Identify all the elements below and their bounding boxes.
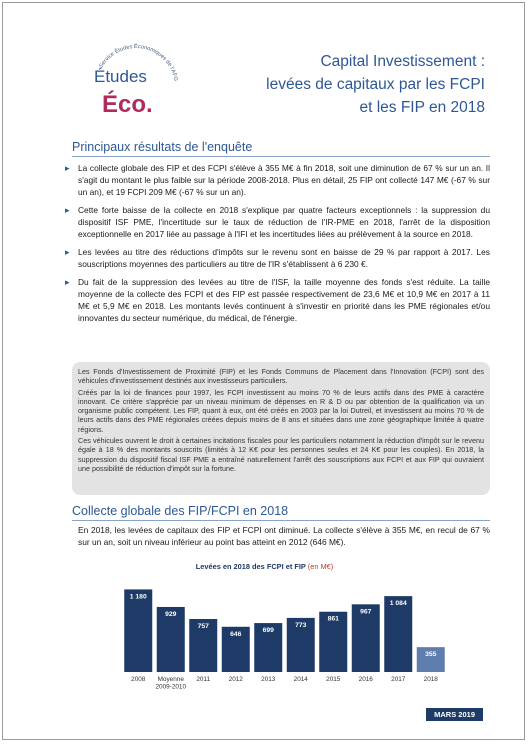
x-tick-label: 2013 [261, 676, 276, 683]
x-tick-label: Moyenne 2009-2010 [155, 676, 186, 691]
x-tick-label: 2008 [131, 676, 146, 683]
info-box: Les Fonds d'Investissement de Proximité … [72, 362, 490, 495]
bar [319, 611, 348, 672]
value-label: 699 [263, 627, 275, 634]
x-tick-label: 2015 [326, 676, 341, 683]
chart-title-text: Levées en 2018 des FCPI et FIP [195, 562, 306, 571]
x-tick-label: 2018 [424, 676, 439, 683]
title-line: et les FIP en 2018 [359, 99, 485, 116]
bar [221, 626, 250, 672]
paragraph: En 2018, les levées de capitaux des FIP … [78, 525, 490, 547]
bar [124, 589, 153, 672]
bullet: Du fait de la suppression des levées au … [65, 276, 490, 324]
chart: 1 180 2008 929 Moyenne 2009-2010 757 2011 646 20… [124, 589, 445, 691]
bullet: La collecte globale des FIP et des FCPI … [65, 162, 490, 198]
value-label: 646 [230, 631, 242, 638]
x-tick-label: 2011 [196, 676, 210, 683]
x-tick-label-line: Moyenne [158, 676, 185, 683]
value-label: 861 [328, 616, 340, 623]
x-tick-label: 2016 [359, 676, 374, 683]
bar [254, 623, 283, 672]
bar [416, 647, 445, 672]
bar [189, 619, 218, 672]
value-label: 757 [198, 623, 210, 630]
section-heading: Collecte globale des FIP/FCPI en 2018 [72, 504, 490, 521]
value-label: 967 [360, 608, 372, 615]
chart-subtitle: (en M€) [307, 562, 334, 571]
bullet-list: La collecte globale des FIP et des FCPI … [65, 162, 490, 330]
bar [286, 617, 315, 672]
x-tick-label: 2017 [391, 676, 406, 683]
value-label: 1 180 [130, 593, 147, 600]
box-paragraph: Les Fonds d'Investissement de Proximité … [78, 367, 484, 386]
x-tick-label: 2014 [294, 676, 309, 683]
footer-date: MARS 2019 [426, 708, 483, 721]
chart-title: Levées en 2018 des FCPI et FIP (en M€) [0, 562, 529, 571]
bar [351, 604, 380, 672]
value-label: 355 [425, 651, 437, 658]
logo-line2: Éco. [102, 90, 153, 118]
bullet: Cette forte baisse de la collecte en 201… [65, 204, 490, 240]
value-label: 929 [165, 611, 177, 618]
bar [384, 596, 413, 672]
box-paragraph: Créés par la loi de finances pour 1997, … [78, 387, 484, 434]
value-label: 1 084 [390, 600, 407, 607]
section-heading: Principaux résultats de l'enquête [72, 140, 490, 157]
x-tick-label-line: 2009-2010 [155, 684, 186, 691]
bar [156, 606, 185, 672]
box-paragraph: Ces véhicules ouvrent le droit à certain… [78, 436, 484, 473]
title: Capital Investissement : levées de capit… [266, 50, 485, 119]
logo: Service Études Économiques de l'AFG Étud… [94, 43, 178, 118]
value-label: 773 [295, 622, 307, 629]
bullet: Les levées au titre des réductions d'imp… [65, 246, 490, 270]
title-line: Capital Investissement : [320, 53, 485, 70]
title-line: levées de capitaux par les FCPI [266, 76, 485, 93]
logo-line1: Études [94, 67, 147, 86]
x-tick-label: 2012 [229, 676, 244, 683]
